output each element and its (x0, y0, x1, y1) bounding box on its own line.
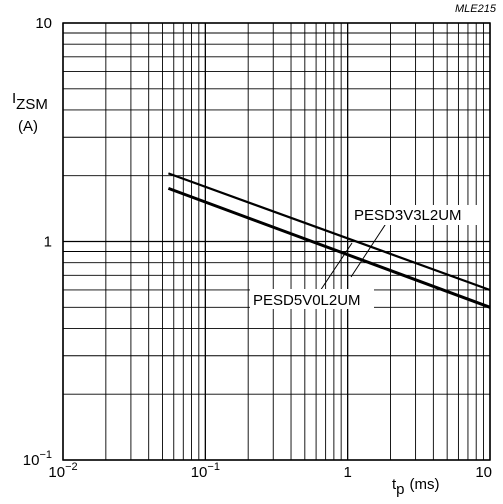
x-tick-label: 10 (475, 464, 492, 481)
series-label-background (351, 205, 479, 225)
series-label-leader (350, 221, 388, 278)
series-label-text: PESD3V3L2UM (354, 207, 462, 224)
y-tick-label: 10 (35, 15, 52, 32)
y-axis-title-sub: ZSM (16, 96, 48, 113)
series-line-pesd3v3l2um (168, 172, 491, 292)
grid (62, 22, 491, 461)
series-label-pesd5v0l2um: PESD5V0L2UM (250, 242, 374, 309)
x-tick-label: 1 (343, 464, 351, 481)
x-axis-title-unit: (ms) (410, 476, 440, 493)
series-label-pesd3v3l2um: PESD3V3L2UM (350, 205, 479, 278)
series-lines (167, 172, 491, 309)
x-axis-title-sub: p (396, 481, 404, 498)
y-axis-title: IZSM (12, 90, 48, 113)
series-label-text: PESD5V0L2UM (253, 292, 361, 309)
series-label-background (250, 289, 374, 309)
series-label-leader (319, 242, 353, 292)
series-line-pesd5v0l2um (167, 186, 491, 309)
x-tick-label: 10−1 (191, 461, 220, 481)
y-axis-unit: (A) (18, 118, 38, 135)
y-axis-title-main: I (12, 90, 16, 107)
figure-id: MLE215 (455, 3, 497, 15)
y-tick-label: 10−1 (23, 449, 52, 469)
x-tick-label: 10−2 (48, 461, 77, 481)
y-tick-label: 1 (44, 234, 52, 251)
plot-frame (62, 22, 491, 461)
x-axis-title: tp (ms) (392, 476, 440, 498)
x-axis-title-main: t (392, 476, 397, 493)
